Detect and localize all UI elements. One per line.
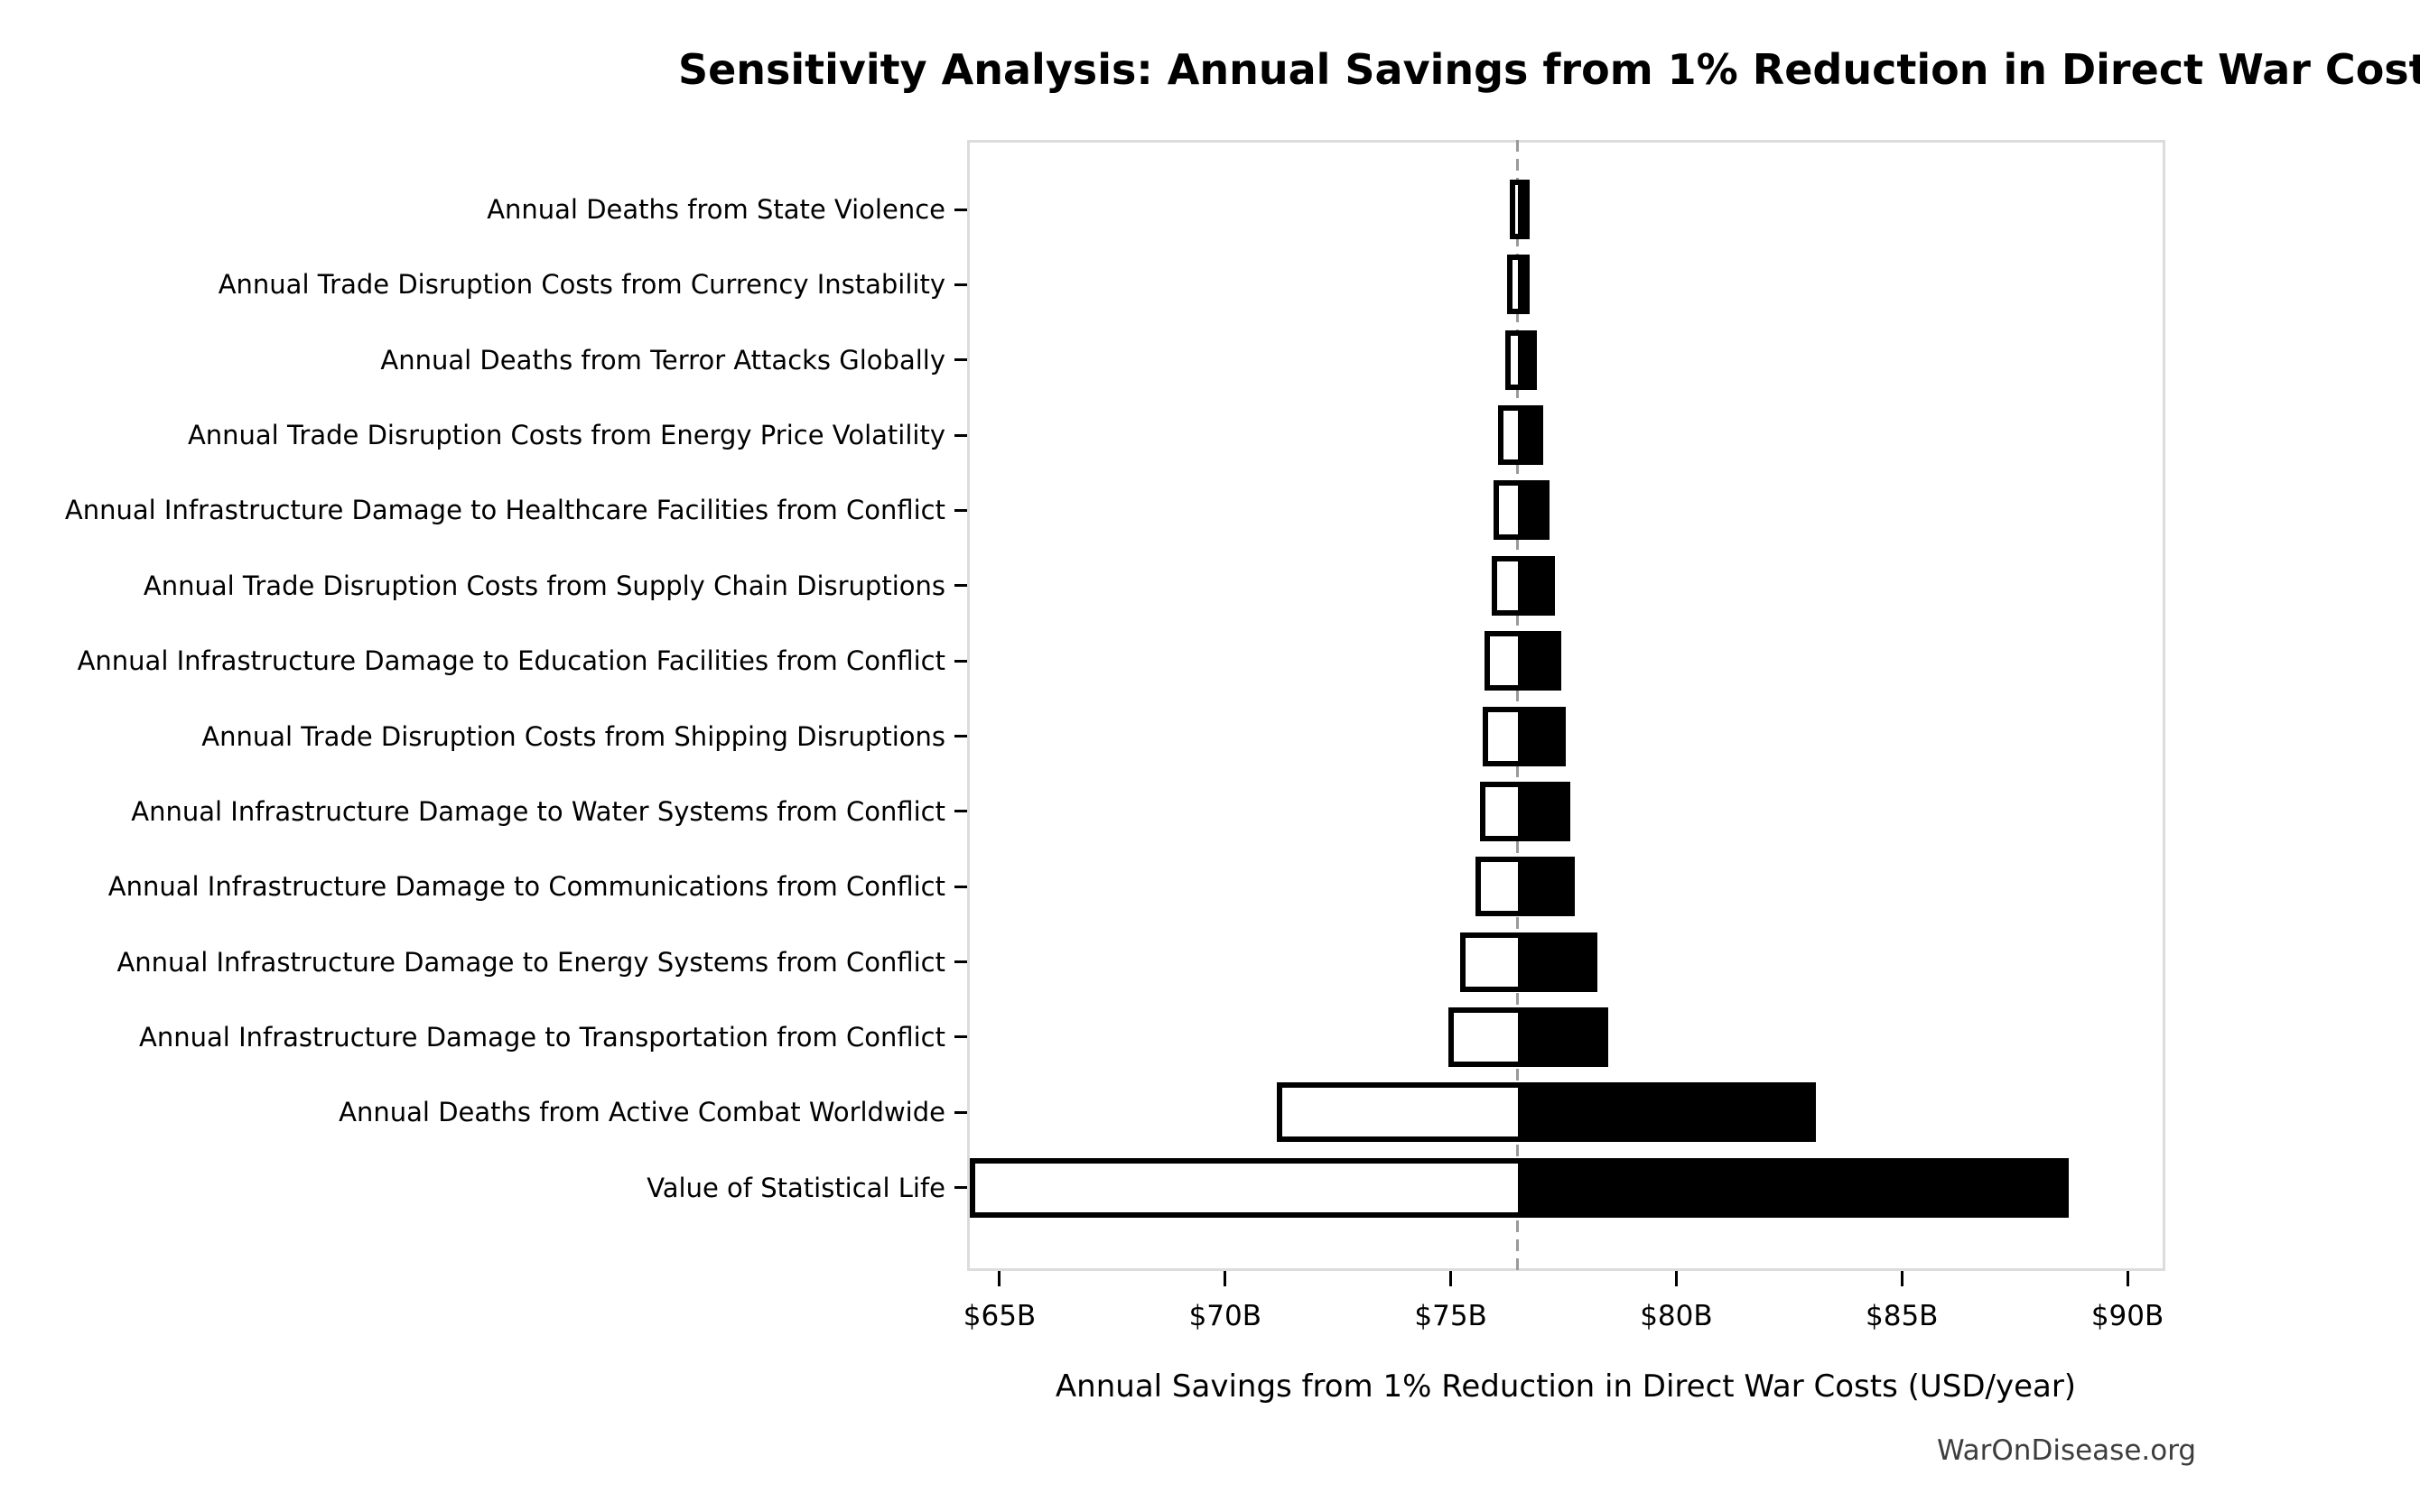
y-tick-mark xyxy=(954,960,967,964)
y-tick-mark xyxy=(954,208,967,211)
high-segment xyxy=(1517,486,1545,535)
high-segment xyxy=(1517,185,1525,234)
tornado-bar xyxy=(1504,329,1537,390)
y-axis-label: Annual Infrastructure Damage to Healthca… xyxy=(64,495,945,526)
tornado-bar xyxy=(1482,706,1566,766)
y-axis-label: Annual Infrastructure Damage to Communic… xyxy=(107,871,945,903)
high-segment xyxy=(1517,260,1525,310)
high-segment xyxy=(1517,711,1560,761)
y-axis-label: Annual Deaths from State Violence xyxy=(487,194,945,225)
x-tick-label: $70B xyxy=(1188,1300,1261,1332)
y-axis-label: Annual Infrastructure Damage to Energy S… xyxy=(116,946,945,978)
plot-border xyxy=(967,140,2165,1271)
high-segment xyxy=(1517,786,1565,836)
y-axis-label: Annual Infrastructure Damage to Water Sy… xyxy=(131,795,945,827)
x-tick-label: $90B xyxy=(2090,1300,2164,1332)
y-tick-mark xyxy=(954,508,967,512)
tornado-bar xyxy=(1459,932,1597,992)
y-tick-mark xyxy=(954,885,967,888)
x-tick-mark xyxy=(1674,1271,1678,1286)
tornado-bar xyxy=(970,1157,2070,1218)
high-segment xyxy=(1517,411,1538,460)
y-tick-mark xyxy=(954,283,967,286)
y-axis-label: Annual Trade Disruption Costs from Suppl… xyxy=(143,570,945,601)
plot-area xyxy=(967,140,2165,1271)
high-segment xyxy=(1517,335,1531,385)
high-segment xyxy=(1517,1088,1811,1137)
tornado-bar xyxy=(1277,1082,1817,1143)
y-tick-mark xyxy=(954,358,967,362)
baseline-dashed-line xyxy=(1516,140,1520,1271)
high-segment xyxy=(1517,636,1556,686)
chart-title: Sensitivity Analysis: Annual Savings fro… xyxy=(677,45,2420,94)
y-tick-mark xyxy=(954,735,967,738)
tornado-bar xyxy=(1475,857,1575,917)
tornado-bar xyxy=(1507,255,1531,315)
y-axis-label: Annual Deaths from Terror Attacks Global… xyxy=(380,344,945,376)
x-tick-mark xyxy=(1900,1271,1903,1286)
y-tick-mark xyxy=(954,659,967,663)
y-axis-label: Annual Infrastructure Damage to Transpor… xyxy=(139,1021,945,1053)
high-segment xyxy=(1517,862,1569,912)
y-tick-mark xyxy=(954,1035,967,1039)
x-tick-mark xyxy=(1224,1271,1227,1286)
y-tick-mark xyxy=(954,433,967,437)
y-axis-label: Annual Trade Disruption Costs from Curre… xyxy=(218,269,945,301)
x-tick-mark xyxy=(1449,1271,1453,1286)
high-segment xyxy=(1517,1163,2064,1212)
y-tick-mark xyxy=(954,810,967,813)
y-axis-label: Value of Statistical Life xyxy=(647,1172,945,1203)
high-segment xyxy=(1517,937,1592,987)
x-tick-mark xyxy=(998,1271,1001,1286)
y-axis-label: Annual Deaths from Active Combat Worldwi… xyxy=(339,1097,945,1128)
tornado-bar xyxy=(1448,1006,1609,1067)
x-tick-mark xyxy=(2126,1271,2129,1286)
x-tick-label: $75B xyxy=(1414,1300,1487,1332)
x-tick-label: $85B xyxy=(1866,1300,1939,1332)
x-axis-title: Annual Savings from 1% Reduction in Dire… xyxy=(1055,1368,2077,1405)
y-axis-label: Annual Trade Disruption Costs from Energ… xyxy=(187,420,945,451)
y-tick-mark xyxy=(954,1110,967,1114)
footer-watermark: WarOnDisease.org xyxy=(1937,1434,2197,1467)
high-segment xyxy=(1517,561,1550,610)
high-segment xyxy=(1517,1012,1604,1062)
tornado-bar xyxy=(1498,405,1543,466)
x-tick-label: $65B xyxy=(963,1300,1037,1332)
y-tick-mark xyxy=(954,1186,967,1190)
y-axis-label: Annual Infrastructure Damage to Educatio… xyxy=(77,645,945,677)
tornado-bar xyxy=(1485,631,1561,691)
tornado-bar xyxy=(1509,180,1531,239)
x-tick-label: $80B xyxy=(1640,1300,1713,1332)
y-tick-mark xyxy=(954,584,967,588)
tornado-bar xyxy=(1494,480,1550,541)
tornado-bar xyxy=(1480,781,1570,841)
y-axis-label: Annual Trade Disruption Costs from Shipp… xyxy=(201,720,945,752)
tornado-bar xyxy=(1491,555,1555,616)
